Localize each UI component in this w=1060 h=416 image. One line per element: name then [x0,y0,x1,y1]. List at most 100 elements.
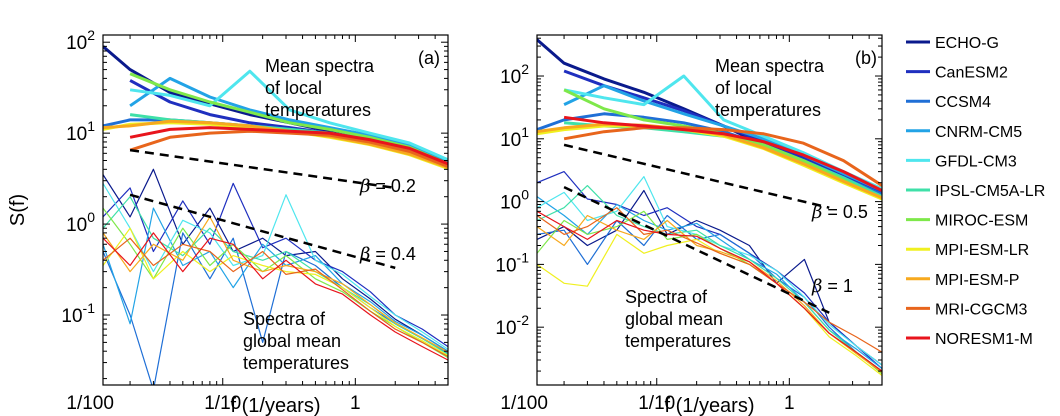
global-series-line-ipsl-cm5a-lr [537,185,882,372]
beta-value: 0.4 [391,244,416,264]
global-series-line-echo-g [103,168,448,352]
annotation-line: temperatures [265,100,371,120]
global-series-line-noresm1-m [537,210,882,372]
global-series-line-mpi-esm-lr [537,233,882,376]
local-series-line-mpi-esm-lr [537,124,882,201]
legend-label: CCSM4 [935,94,991,111]
legend-label: MPI-ESM-P [935,272,1019,289]
x-tick-label: 1/100 [500,393,548,414]
global-series-line-noresm1-m [103,232,448,361]
global-series-line-ccsm4 [537,214,882,372]
y-tick-exponent: -1 [517,249,530,265]
beta-label-1: β = 1 [811,276,853,297]
y-tick-base: 10 [500,130,521,151]
x-axis-label: f (1/years) [230,395,320,416]
y-tick-exponent: -1 [83,300,96,316]
y-tick-base: 10 [66,124,87,145]
legend-item-mri-cgcm3: MRI-CGCM3 [906,301,1028,318]
y-tick-base: 10 [66,33,87,54]
local-series-line-noresm1-m [563,115,882,192]
y-tick-base: 10 [500,193,521,214]
global-series-line-mri-cgcm3 [103,237,448,358]
panel-label: (a) [418,48,440,68]
legend-item-mpi-esm-lr: MPI-ESM-LR [906,242,1029,259]
beta-label-0: β = 0.2 [359,176,416,197]
legend: ECHO-G CanESM2 CCSM4 CNRM-CM5 GFDL-CM3 IPSL-C… [906,35,1045,348]
x-tick-label: 1/10 [204,393,241,414]
beta-symbol: β [359,244,370,265]
annotation-1: Spectra of global mean temperatures [243,309,349,373]
beta-equals: = [822,276,843,296]
plot-frame [536,34,883,386]
legend-item-echo-g: ECHO-G [906,35,999,52]
panel-label: (b) [855,48,877,68]
beta-equals: = [822,202,843,222]
annotation-line: temperatures [625,331,731,351]
legend-label: CNRM-CM5 [935,124,1022,141]
plot-area [103,45,448,385]
annotation-0: Mean spectra of local temperatures [265,56,375,120]
annotation-line: Spectra of [625,287,708,307]
x-tick-label: 1/100 [66,393,114,414]
legend-label: MIROC-ESM [935,213,1028,230]
y-tick-label: 102 [66,27,95,54]
beta-label-0: β = 0.5 [811,202,868,223]
global-series-line-gfdl-cm3 [537,176,882,366]
local-series-line-mpi-esm-p [103,119,448,169]
global-series-line-gfdl-cm3 [103,183,448,350]
legend-label: ECHO-G [935,35,999,52]
y-tick-label: 100 [66,209,95,236]
y-axis-label: S(f) [7,194,29,226]
plot-frame [102,34,449,386]
annotation-line: temperatures [243,353,349,373]
reference-line-0 [563,143,830,209]
y-tick-label: 10-2 [495,312,529,339]
y-tick-exponent: 0 [87,209,95,225]
local-series-line-mri-cgcm3 [129,129,448,168]
legend-label: NORESM1-M [935,331,1033,348]
annotation-line: of local [265,78,322,98]
legend-item-ccsm4: CCSM4 [906,94,991,111]
local-series-line-mri-cgcm3 [563,126,882,187]
annotation-line: temperatures [715,100,821,120]
y-tick-exponent: 2 [87,27,95,43]
annotation-line: Mean spectra [715,56,825,76]
y-tick-base: 10 [495,255,516,276]
legend-item-miroc-esm: MIROC-ESM [906,213,1028,230]
annotation-line: Mean spectra [265,56,375,76]
y-tick-label: 101 [500,124,529,151]
y-tick-base: 10 [61,306,82,327]
beta-equals: = [370,176,391,196]
annotation-line: of local [715,78,772,98]
beta-value: 0.5 [843,202,868,222]
x-axis-label: f (1/years) [664,395,754,416]
y-tick-label: 10-1 [61,300,95,327]
x-tick-label: 1 [350,393,361,414]
y-tick-base: 10 [500,67,521,88]
annotation-0: Mean spectra of local temperatures [715,56,825,120]
y-tick-label: 102 [500,61,529,88]
reference-line-1 [563,185,830,314]
legend-item-noresm1-m: NORESM1-M [906,331,1033,348]
legend-label: MPI-ESM-LR [935,242,1029,259]
global-series-line-canesm2 [103,182,448,348]
beta-symbol: β [811,202,822,223]
y-tick-exponent: 1 [87,118,95,134]
beta-value: 0.2 [391,176,416,196]
local-series-line-noresm1-m [129,126,448,166]
beta-symbol: β [811,276,822,297]
annotation-line: global mean [243,331,341,351]
x-tick-label: 1 [784,393,795,414]
y-tick-exponent: -2 [517,312,530,328]
y-tick-label: 101 [66,118,95,145]
y-tick-exponent: 0 [521,187,529,203]
legend-item-canesm2: CanESM2 [906,65,1008,82]
y-tick-base: 10 [495,318,516,339]
legend-item-ipsl-cm5a-lr: IPSL-CM5A-LR [906,183,1045,200]
local-series-line-gfdl-cm3 [129,69,448,162]
legend-item-gfdl-cm3: GFDL-CM3 [906,153,1017,170]
global-series-line-mpi-esm-p [103,216,448,353]
y-tick-label: 10-1 [495,249,529,276]
